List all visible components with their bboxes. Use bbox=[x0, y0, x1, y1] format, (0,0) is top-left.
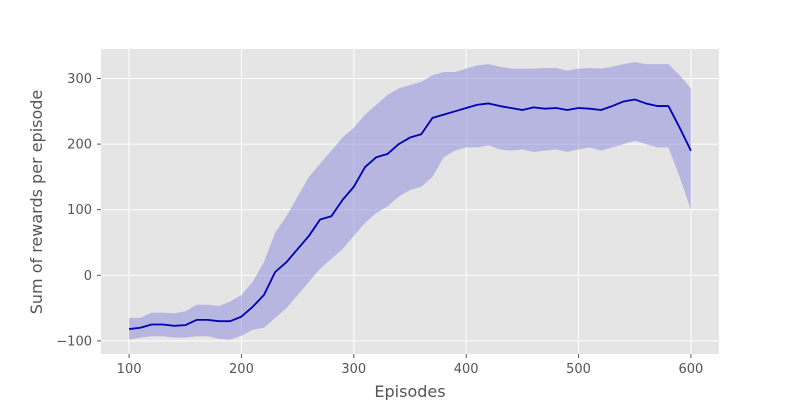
x-tick-label: 200 bbox=[229, 362, 254, 377]
x-axis-ticks: 100 200 300 400 500 600 bbox=[117, 354, 703, 377]
mean-points bbox=[128, 99, 692, 330]
y-tick-label: 200 bbox=[67, 138, 92, 153]
x-tick-label: 400 bbox=[454, 362, 479, 377]
y-tick-label: 0 bbox=[84, 269, 92, 284]
x-tick-label: 600 bbox=[678, 362, 703, 377]
reward-std-band bbox=[129, 62, 691, 340]
x-axis-label: Episodes bbox=[374, 382, 445, 400]
y-axis-label: Sum of rewards per episode bbox=[27, 90, 46, 315]
x-tick-label: 300 bbox=[341, 362, 366, 377]
y-axis-ticks: −100 0 100 200 300 bbox=[56, 72, 101, 349]
y-tick-label: 300 bbox=[67, 72, 92, 87]
x-tick-label: 500 bbox=[566, 362, 591, 377]
y-tick-label: −100 bbox=[56, 334, 92, 349]
y-tick-label: 100 bbox=[67, 203, 92, 218]
x-tick-label: 100 bbox=[117, 362, 142, 377]
